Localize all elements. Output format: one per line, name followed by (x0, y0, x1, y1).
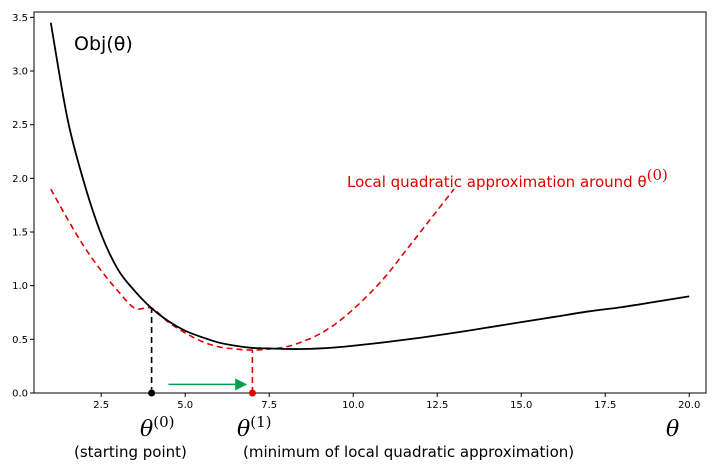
theta1-symbol: θ (237, 417, 250, 442)
theta0-label: θ(0) (140, 413, 175, 442)
x-tick-label: 7.5 (261, 400, 277, 411)
y-tick-label: 2.5 (12, 120, 28, 131)
x-tick-label: 20.0 (678, 400, 700, 411)
x-tick-label: 2.5 (93, 400, 109, 411)
y-tick-label: 1.5 (12, 228, 28, 239)
y-axis-ticks: 0.0 0.5 1.0 1.5 2.0 2.5 3.0 3.5 (12, 13, 34, 400)
quadratic-approx-label: Local quadratic approximation around θ(0… (347, 166, 668, 191)
objective-label: Obj(θ) (74, 33, 133, 55)
theta0-sup: (0) (153, 413, 174, 431)
series-quadratic-approximation (50, 188, 455, 351)
x-tick-label: 10.0 (342, 400, 364, 411)
x-tick-label: 15.0 (510, 400, 532, 411)
y-tick-label: 3.5 (12, 13, 28, 24)
plot-frame (33, 11, 707, 394)
y-tick-label: 1.0 (12, 281, 28, 292)
y-tick-label: 0.5 (12, 335, 28, 346)
theta1-sup: (1) (250, 413, 271, 431)
y-tick-label: 0.0 (12, 389, 28, 400)
y-tick-label: 3.0 (12, 67, 28, 78)
theta-axis-label: θ (666, 417, 679, 442)
point-theta0 (148, 389, 156, 397)
y-tick-label: 2.0 (12, 174, 28, 185)
series-objective (49, 22, 690, 350)
point-theta1 (248, 389, 256, 397)
x-tick-label: 17.5 (594, 400, 616, 411)
theta1-label: θ(1) (237, 413, 272, 442)
theta0-symbol: θ (140, 417, 153, 442)
x-axis-ticks: 2.5 5.0 7.5 10.0 12.5 15.0 17.5 20.0 (93, 393, 700, 411)
quadratic-approx-label-text: Local quadratic approximation around θ (347, 173, 647, 191)
quadratic-approx-label-sup: (0) (647, 166, 668, 184)
minimum-caption: (minimum of local quadratic approximatio… (243, 443, 574, 461)
starting-point-caption: (starting point) (74, 443, 187, 461)
x-tick-label: 5.0 (177, 400, 193, 411)
x-tick-label: 12.5 (426, 400, 448, 411)
